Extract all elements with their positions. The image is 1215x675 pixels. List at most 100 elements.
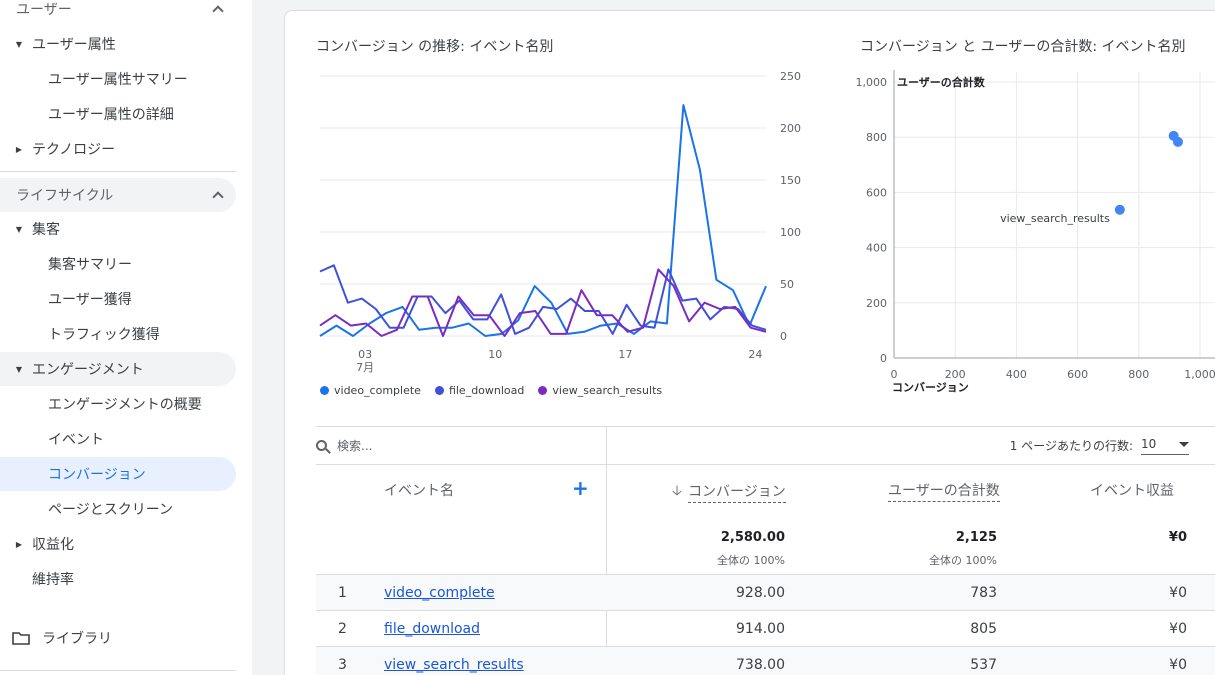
revenue-value: ¥0 bbox=[1169, 657, 1187, 673]
rows-per-page-label: 1 ページあたりの行数: bbox=[1009, 438, 1133, 453]
x-tick-label: 17 bbox=[618, 348, 632, 361]
sidebar-item-user-attributes[interactable]: ▼ ユーザー属性 bbox=[0, 27, 236, 61]
sidebar-divider bbox=[0, 670, 236, 671]
legend-item[interactable]: view_search_results bbox=[538, 384, 662, 397]
sidebar-item-retention[interactable]: 維持率 bbox=[0, 562, 236, 596]
folder-icon bbox=[12, 632, 30, 645]
legend-dot bbox=[538, 386, 548, 395]
report-card bbox=[284, 10, 1215, 675]
x-tick-label: 1,000 bbox=[1184, 368, 1215, 381]
sidebar-item-user-attr-detail[interactable]: ユーザー属性の詳細 bbox=[0, 97, 236, 131]
sidebar-group-lifecycle-label: ライフサイクル bbox=[16, 188, 114, 204]
sidebar-group-user[interactable]: ユーザー bbox=[0, 0, 236, 26]
sidebar-item-conversions[interactable]: コンバージョン bbox=[0, 457, 236, 491]
sidebar-item-label: トラフィック獲得 bbox=[48, 327, 160, 343]
sidebar-item-user-attr-summary[interactable]: ユーザー属性サマリー bbox=[0, 62, 236, 96]
revenue-value: ¥0 bbox=[1169, 585, 1187, 601]
table-divider bbox=[316, 464, 1215, 465]
legend-item[interactable]: file_download bbox=[434, 384, 524, 397]
sidebar-item-label: エンゲージメント bbox=[32, 362, 144, 378]
y-tick-label: 200 bbox=[866, 297, 887, 310]
sidebar-item-label: エンゲージメントの概要 bbox=[48, 397, 202, 413]
sidebar-item-label: 収益化 bbox=[32, 537, 74, 553]
scatter-point-label: view_search_results bbox=[1000, 212, 1110, 225]
x-tick-label: 03 bbox=[358, 348, 372, 361]
x-month-label: 7月 bbox=[356, 361, 374, 374]
series-line-file_download bbox=[319, 264, 767, 335]
sidebar-divider bbox=[0, 171, 236, 172]
sidebar-group-lifecycle[interactable]: ライフサイクル bbox=[0, 178, 236, 212]
event-name-link[interactable]: file_download bbox=[384, 621, 481, 637]
event-name-link[interactable]: view_search_results bbox=[384, 657, 524, 673]
rows-per-page: 1 ページあたりの行数: 10 bbox=[1010, 426, 1189, 464]
sidebar-item-label: イベント bbox=[48, 432, 104, 448]
sidebar-item-label: ライブラリ bbox=[42, 631, 112, 647]
sidebar-item-traffic-acquisition[interactable]: トラフィック獲得 bbox=[0, 317, 236, 351]
sidebar-item-label: ユーザー獲得 bbox=[48, 292, 132, 308]
table-divider bbox=[316, 426, 1215, 427]
row-index: 1 bbox=[338, 585, 347, 601]
total-conversions: 2,580.00 bbox=[720, 530, 785, 545]
column-header-total-users[interactable]: ユーザーの合計数 bbox=[888, 480, 1000, 502]
sidebar-group-user-label: ユーザー bbox=[16, 2, 72, 18]
sidebar-item-engagement[interactable]: ▼ エンゲージメント bbox=[0, 352, 236, 386]
legend-item[interactable]: video_complete bbox=[320, 384, 421, 397]
table-search[interactable]: 検索... bbox=[316, 426, 372, 464]
sidebar-item-library[interactable]: ライブラリ bbox=[0, 621, 112, 655]
sidebar-item-acquisition[interactable]: ▼ 集客 bbox=[0, 212, 236, 246]
y-tick-label: 50 bbox=[780, 278, 794, 291]
scatter-chart: 1,000 800 600 400 200 00 200 400 600 800 1,000 ユーザー… bbox=[856, 70, 1215, 394]
line-chart-grid bbox=[320, 75, 766, 337]
y-tick-label: 800 bbox=[866, 131, 887, 144]
rows-per-page-select[interactable]: 10 bbox=[1141, 435, 1189, 455]
y-tick-label: 0 bbox=[780, 330, 787, 343]
scatter-point-view_search_results bbox=[1114, 204, 1125, 215]
sidebar-item-user-acquisition[interactable]: ユーザー獲得 bbox=[0, 282, 236, 316]
scatter-points bbox=[1114, 130, 1183, 215]
column-header-conversions-label: コンバージョン bbox=[688, 481, 786, 503]
table-divider bbox=[316, 574, 1215, 575]
sidebar-item-technology[interactable]: ▶ テクノロジー bbox=[0, 132, 236, 166]
revenue-value: ¥0 bbox=[1169, 621, 1187, 637]
y-tick-label: 1,000 bbox=[856, 76, 888, 89]
x-tick-label: 0 bbox=[891, 368, 898, 381]
table-column-divider bbox=[606, 426, 607, 675]
users-value: 537 bbox=[970, 657, 997, 673]
sidebar-item-acq-summary[interactable]: 集客サマリー bbox=[0, 247, 236, 281]
table-divider bbox=[316, 646, 1215, 647]
column-header-event-name[interactable]: イベント名 bbox=[384, 483, 454, 499]
caret-down-icon: ▼ bbox=[15, 224, 23, 234]
legend-dot bbox=[434, 386, 444, 395]
sidebar-item-events[interactable]: イベント bbox=[0, 422, 236, 456]
sidebar-item-label: テクノロジー bbox=[32, 142, 116, 158]
scatter-ticks: 1,000 800 600 400 200 00 200 400 600 800 1,000 ユーザー… bbox=[856, 75, 1215, 394]
search-input[interactable]: 検索... bbox=[337, 438, 373, 453]
sidebar: ユーザー ▼ ユーザー属性 ユーザー属性サマリー ユーザー属性の詳細 ▶ テクノ… bbox=[0, 0, 252, 675]
conversions-value: 914.00 bbox=[736, 621, 785, 637]
users-value: 805 bbox=[970, 621, 997, 637]
y-tick-label: 0 bbox=[880, 352, 887, 365]
total-conversions-pct: 全体の 100% bbox=[717, 554, 785, 567]
legend-label: video_complete bbox=[334, 384, 421, 397]
search-icon bbox=[316, 439, 327, 451]
add-dimension-button[interactable]: + bbox=[572, 476, 589, 500]
caret-right-icon: ▶ bbox=[15, 144, 23, 154]
data-table: 検索... 1 ページあたりの行数: 10 イベント名 + 🡣 コンバージョン … bbox=[316, 426, 1215, 675]
scatter-point-file_download bbox=[1168, 130, 1179, 141]
total-users: 2,125 bbox=[955, 530, 997, 545]
column-header-conversions[interactable]: 🡣 コンバージョン bbox=[672, 480, 786, 504]
table-row: 2 file_download 914.00 805 ¥0 bbox=[316, 611, 1215, 647]
sort-desc-icon: 🡣 bbox=[672, 483, 683, 499]
scatter-grid bbox=[893, 70, 1215, 359]
sidebar-item-label: ユーザー属性サマリー bbox=[48, 72, 188, 88]
total-revenue: ¥0 bbox=[1168, 530, 1187, 545]
dropdown-arrow-icon bbox=[1179, 441, 1189, 447]
sidebar-item-label: 維持率 bbox=[32, 572, 74, 588]
series-line-view_search_results bbox=[319, 268, 767, 337]
sidebar-item-monetization[interactable]: ▶ 収益化 bbox=[0, 527, 236, 561]
sidebar-item-pages-screens[interactable]: ページとスクリーン bbox=[0, 492, 236, 526]
column-header-event-revenue[interactable]: イベント収益 bbox=[1090, 483, 1174, 499]
sidebar-item-engagement-overview[interactable]: エンゲージメントの概要 bbox=[0, 387, 236, 421]
sidebar-item-label: ユーザー属性 bbox=[32, 37, 116, 53]
event-name-link[interactable]: video_complete bbox=[384, 585, 495, 601]
